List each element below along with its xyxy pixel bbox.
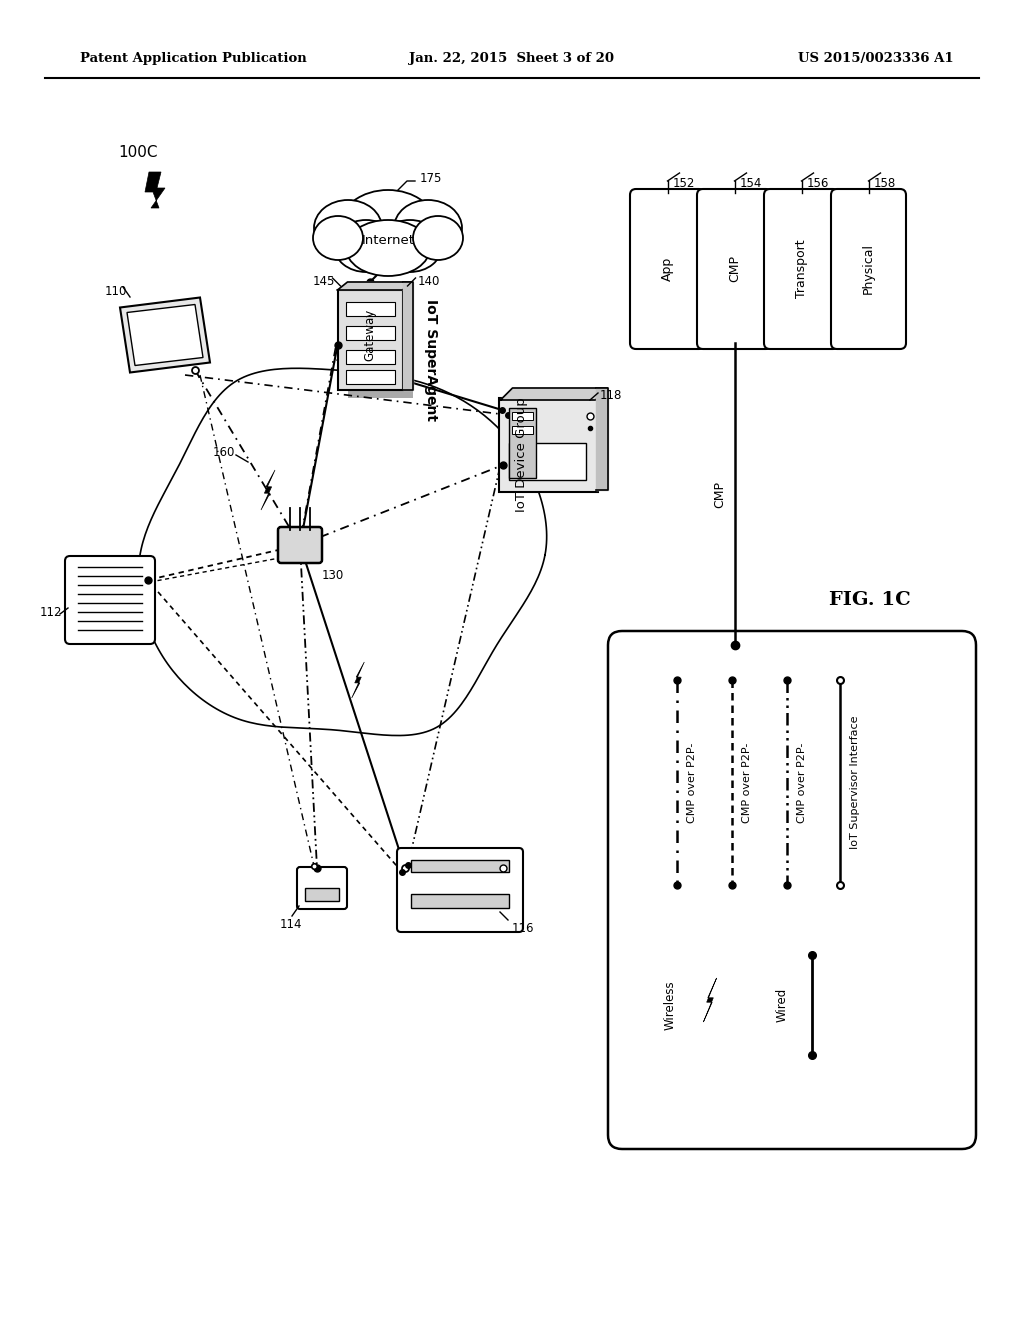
Ellipse shape [313,216,362,260]
Text: 154: 154 [739,177,762,190]
Text: Gateway: Gateway [364,309,377,362]
Ellipse shape [394,201,462,256]
FancyBboxPatch shape [831,189,906,348]
Polygon shape [351,663,365,698]
Text: Jan. 22, 2015  Sheet 3 of 20: Jan. 22, 2015 Sheet 3 of 20 [410,51,614,65]
Polygon shape [501,388,607,400]
FancyBboxPatch shape [411,894,509,908]
Text: 158: 158 [873,177,896,190]
Text: IoT SuperAgent: IoT SuperAgent [424,300,437,421]
FancyBboxPatch shape [397,847,523,932]
FancyBboxPatch shape [512,412,534,420]
Text: CMP over P2P-: CMP over P2P- [687,742,697,822]
Polygon shape [145,172,165,209]
Text: IoT Supervisor Interface: IoT Supervisor Interface [850,715,860,849]
Text: Wired: Wired [775,987,788,1022]
FancyBboxPatch shape [509,408,537,478]
Text: US 2015/0023336 A1: US 2015/0023336 A1 [799,51,954,65]
Text: 156: 156 [807,177,828,190]
Text: 112: 112 [40,606,62,619]
Text: Wireless: Wireless [664,981,677,1030]
Text: 130: 130 [322,569,344,582]
Polygon shape [338,282,413,290]
Text: IoT Device Group: IoT Device Group [515,397,528,512]
FancyBboxPatch shape [345,350,394,364]
Text: CMP over P2P-: CMP over P2P- [742,742,752,822]
FancyBboxPatch shape [338,290,402,389]
FancyBboxPatch shape [305,888,339,902]
Text: FIG. 1C: FIG. 1C [829,591,911,609]
Ellipse shape [340,190,436,261]
Text: 145: 145 [312,275,335,288]
Ellipse shape [334,220,398,272]
FancyBboxPatch shape [345,326,394,341]
Polygon shape [120,297,210,372]
Polygon shape [261,470,275,510]
Text: 114: 114 [280,917,302,931]
FancyBboxPatch shape [630,189,705,348]
Polygon shape [703,978,717,1022]
FancyBboxPatch shape [297,867,347,909]
FancyBboxPatch shape [764,189,839,348]
Text: CMP: CMP [714,480,726,507]
Text: 152: 152 [673,177,695,190]
Text: 116: 116 [512,921,535,935]
FancyBboxPatch shape [608,631,976,1148]
Text: 100C: 100C [118,145,158,160]
Text: 140: 140 [418,275,440,288]
Polygon shape [402,282,413,389]
Text: Internet: Internet [361,234,415,247]
Text: 110: 110 [105,285,127,298]
Text: 160: 160 [213,446,234,459]
Text: 118: 118 [600,389,623,403]
Text: CMP: CMP [728,256,741,282]
Polygon shape [127,305,203,366]
FancyBboxPatch shape [499,399,597,492]
Text: 175: 175 [420,172,442,185]
Ellipse shape [346,220,430,276]
FancyBboxPatch shape [345,302,394,315]
Text: Patent Application Publication: Patent Application Publication [80,51,307,65]
FancyBboxPatch shape [411,861,509,873]
FancyBboxPatch shape [65,556,155,644]
Polygon shape [596,388,607,490]
FancyBboxPatch shape [512,426,534,434]
Text: App: App [662,257,674,281]
Ellipse shape [314,201,382,256]
Ellipse shape [413,216,463,260]
Text: Transport: Transport [795,240,808,298]
FancyBboxPatch shape [509,444,586,480]
Ellipse shape [378,220,442,272]
FancyBboxPatch shape [345,370,394,384]
FancyBboxPatch shape [278,527,322,564]
Text: CMP over P2P-: CMP over P2P- [797,742,807,822]
FancyBboxPatch shape [347,298,413,399]
Text: Physical: Physical [862,243,874,294]
FancyBboxPatch shape [697,189,772,348]
